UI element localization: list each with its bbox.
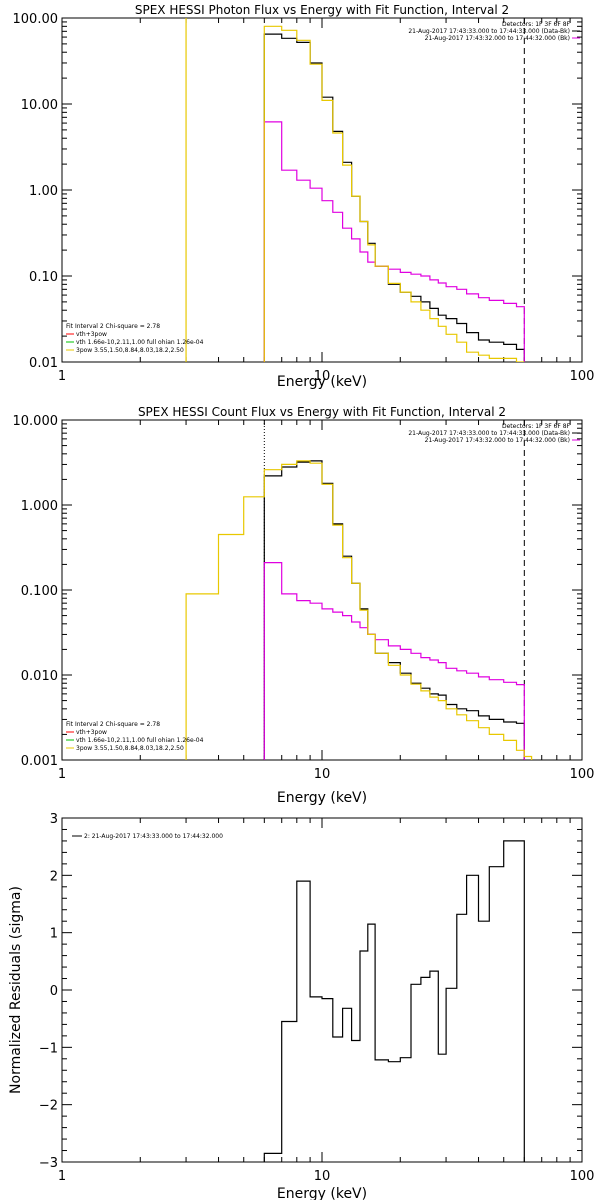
header-line: Detectors: 1F 3F 6F 8F: [502, 21, 571, 28]
y-tick-label: −3: [39, 1156, 58, 1171]
y-tick-label: 0.010: [21, 669, 58, 684]
series-model: [263, 25, 525, 362]
legend-entry: 2: 21-Aug-2017 17:43:33.000 to 17:44:32.…: [84, 833, 223, 840]
legend-entry: vth+3pow: [76, 331, 107, 338]
series-model: [185, 460, 533, 760]
series-bk: [263, 121, 525, 362]
y-tick-label: 3: [50, 812, 58, 827]
legend-entry: Fit Interval 2 Chi-square = 2.78: [66, 721, 160, 728]
series-data: [263, 33, 525, 362]
x-tick-label: 1: [58, 369, 66, 384]
plot-frame: [61, 817, 583, 1163]
y-tick-label: 0.100: [21, 584, 58, 599]
y-tick-label: 10.00: [21, 98, 58, 113]
x-tick-label: 1: [58, 1169, 66, 1184]
header-line: Detectors: 1F 3F 6F 8F: [502, 423, 571, 430]
panel-resid: Energy (keV) Normalized Residuals (sigma)…: [8, 812, 595, 1202]
panel-photon: SPEX HESSI Photon Flux vs Energy with Fi…: [13, 3, 595, 390]
x-tick-label: 10: [314, 1169, 331, 1184]
x-tick-label: 1: [58, 767, 66, 782]
y-tick-label: 1.00: [29, 184, 58, 199]
legend-entry: vth+3pow: [76, 729, 107, 736]
legend-entry: 3pow 3.55,1.50,8.84,8.03,18.2,2.50: [76, 745, 184, 752]
legend-entry: vth 1.66e-10,2.11,1.00 full ohian 1.26e-…: [76, 737, 204, 744]
series-group: [185, 460, 533, 760]
x-tick-label: 100: [570, 1169, 595, 1184]
legend-entry: vth 1.66e-10,2.11,1.00 full ohian 1.26e-…: [76, 339, 204, 346]
y-tick-label: 0.001: [21, 754, 58, 769]
header-line: 21-Aug-2017 17:43:33.000 to 17:44:33.000…: [408, 28, 570, 35]
panel-count: SPEX HESSI Count Flux vs Energy with Fit…: [13, 405, 595, 806]
y-tick-label: 100.00: [13, 12, 59, 27]
series-bk: [263, 562, 525, 760]
header-line: 21-Aug-2017 17:43:33.000 to 17:44:33.000…: [408, 430, 570, 437]
x-tick-label: 10: [314, 369, 331, 384]
series-group: [185, 18, 525, 362]
y-tick-label: 1.000: [21, 499, 58, 514]
y-tick-label: −2: [39, 1099, 58, 1114]
x-axis-label: Energy (keV): [277, 374, 367, 390]
chart-title: SPEX HESSI Count Flux vs Energy with Fit…: [138, 405, 506, 419]
y-tick-label: 1: [50, 927, 58, 942]
y-tick-label: 10.000: [13, 414, 59, 429]
y-tick-label: 0.01: [29, 356, 58, 371]
x-tick-label: 100: [570, 369, 595, 384]
legend-entry: Fit Interval 2 Chi-square = 2.78: [66, 323, 160, 330]
y-tick-label: −1: [39, 1041, 58, 1056]
series-resid: [263, 840, 525, 1162]
header-line: 21-Aug-2017 17:43:32.000 to 17:44:32.000…: [425, 35, 570, 42]
series-data: [263, 460, 525, 760]
legend-entry: 3pow 3.55,1.50,8.84,8.03,18.2,2.50: [76, 347, 184, 354]
series-group: [263, 840, 525, 1162]
x-axis-label: Energy (keV): [277, 1186, 367, 1200]
x-tick-label: 100: [570, 767, 595, 782]
header-line: 21-Aug-2017 17:43:32.000 to 17:44:32.000…: [425, 437, 570, 444]
chart-title: SPEX HESSI Photon Flux vs Energy with Fi…: [135, 3, 509, 17]
y-tick-label: 0.10: [29, 270, 58, 285]
y-tick-label: 2: [50, 869, 58, 884]
y-axis-label: Normalized Residuals (sigma): [8, 886, 24, 1094]
x-axis-label: Energy (keV): [277, 790, 367, 806]
y-tick-label: 0: [50, 984, 58, 999]
x-tick-label: 10: [314, 767, 331, 782]
